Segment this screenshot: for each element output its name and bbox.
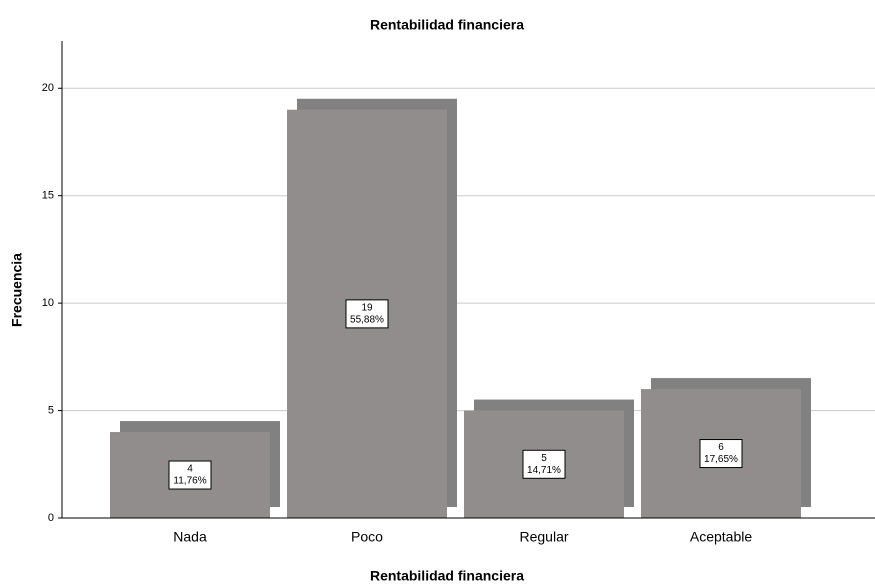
x-tick-label: Aceptable bbox=[690, 529, 752, 545]
x-tick-label: Nada bbox=[173, 529, 207, 545]
y-tick-label: 10 bbox=[42, 297, 54, 309]
data-label: 5 bbox=[541, 453, 547, 464]
percent-label: 17,65% bbox=[704, 454, 738, 465]
data-label: 4 bbox=[187, 464, 193, 475]
data-label-box bbox=[699, 439, 743, 469]
data-label-box bbox=[345, 299, 389, 329]
y-tick-label: 0 bbox=[48, 512, 54, 524]
y-axis-label: Frecuencia bbox=[9, 253, 25, 327]
data-label: 19 bbox=[361, 303, 373, 314]
percent-label: 55,88% bbox=[350, 315, 384, 326]
x-tick-label: Poco bbox=[351, 529, 383, 545]
x-tick-label: Regular bbox=[519, 529, 568, 545]
data-label-box bbox=[522, 449, 566, 479]
chart-title: Rentabilidad financiera bbox=[370, 17, 524, 33]
percent-label: 11,76% bbox=[173, 476, 206, 487]
percent-label: 14,71% bbox=[527, 465, 561, 476]
y-tick-label: 20 bbox=[42, 82, 54, 94]
data-label: 6 bbox=[718, 442, 724, 453]
x-axis-label: Rentabilidad financiera bbox=[370, 568, 524, 584]
y-tick-label: 5 bbox=[48, 404, 54, 416]
data-label-box bbox=[168, 460, 212, 490]
y-tick-label: 15 bbox=[42, 190, 54, 202]
